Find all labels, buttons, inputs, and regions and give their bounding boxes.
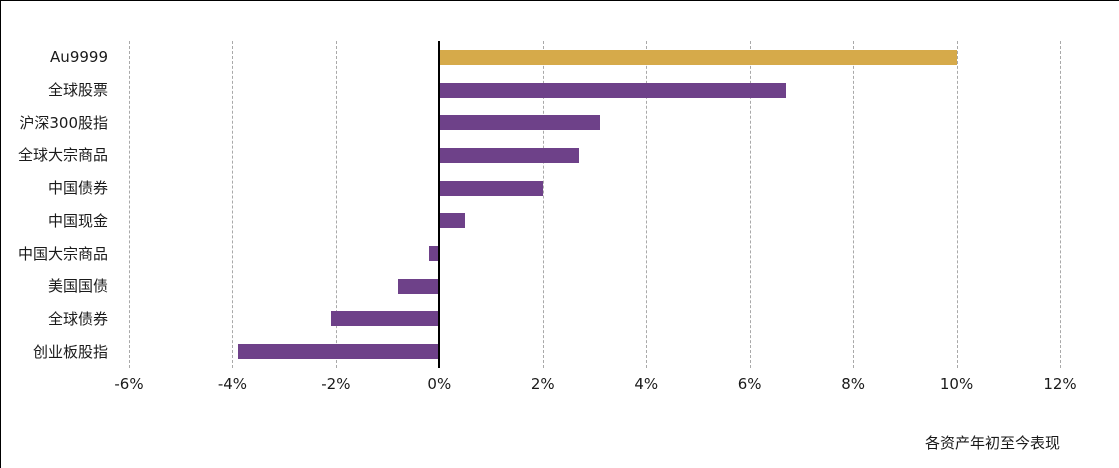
gridline-12% [1060,41,1061,368]
plot-area [129,41,1061,368]
chart-caption: 各资产年初至今表现 [924,434,1060,452]
x-tick-label: 10% [939,375,974,393]
x-tick-label: 4% [634,375,659,393]
category-label: 中国大宗商品 [17,244,108,263]
gridline-2% [542,41,544,368]
bar-中国大宗商品 [428,246,440,262]
x-tick-label: -2% [321,375,351,393]
gridline-4% [646,41,648,368]
category-label: 中国现金 [47,211,108,230]
category-label: 全球大宗商品 [17,146,108,165]
gridline-6% [749,41,751,368]
gridline--2% [335,41,337,368]
bar-中国现金 [439,213,466,229]
category-label: 中国债券 [47,179,108,198]
x-tick-label: 12% [1043,375,1077,393]
gridline--4% [232,41,234,368]
bar-全球大宗商品 [439,147,579,163]
gridline-10% [956,41,958,368]
x-tick-label: 0% [427,375,452,393]
x-tick-label: -6% [114,375,144,393]
category-label: 美国国债 [47,277,108,296]
bar-创业板股指 [237,344,440,360]
x-tick-label: 8% [841,375,865,393]
x-tick-label: 6% [737,375,762,393]
bar-全球债券 [330,311,440,327]
bar-全球股票 [439,82,786,98]
gridline--6% [129,41,130,368]
bar-Au9999 [439,49,957,65]
category-label: 全球债券 [47,309,108,328]
zero-axis-line [438,41,441,368]
category-label: Au9999 [50,48,108,67]
bar-沪深300股指 [439,115,600,131]
bar-中国债券 [439,180,543,196]
category-label: 全球股票 [47,81,108,100]
x-tick-label: -4% [217,375,248,393]
bar-美国国债 [397,278,440,294]
gridline-8% [853,41,855,368]
category-label: 沪深300股指 [19,113,108,132]
category-label: 创业板股指 [32,342,108,361]
x-tick-label: 2% [530,375,555,393]
